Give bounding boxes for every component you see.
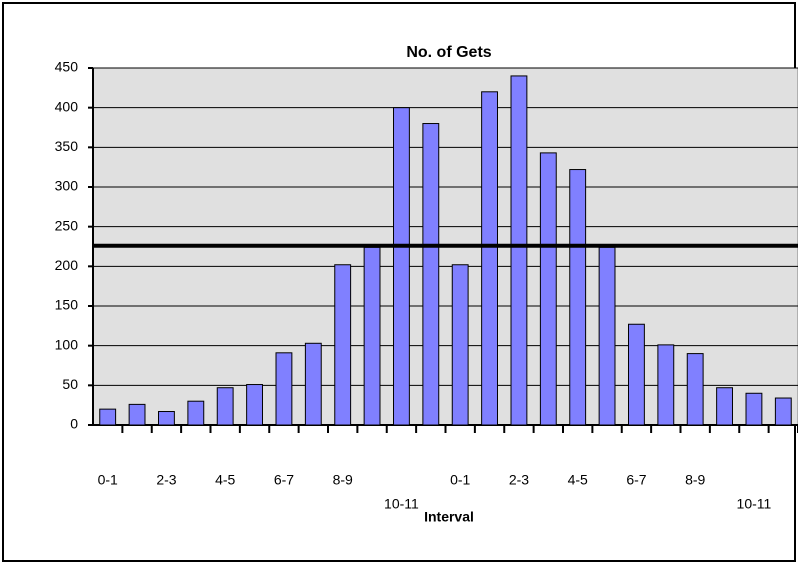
y-tick-label: 100 [55, 336, 79, 352]
bar [481, 91, 498, 426]
x-tick-label: 2-3 [156, 472, 176, 488]
x-axis-title: Interval [424, 509, 474, 525]
bar [598, 246, 616, 426]
y-tick-label: 400 [55, 98, 79, 114]
y-tick-label: 150 [55, 297, 79, 313]
x-tick-label: 8-9 [685, 472, 705, 488]
y-tick-label: 50 [62, 376, 78, 392]
y-tick-label: 250 [55, 217, 79, 233]
x-tick-label: 0-1 [98, 472, 118, 488]
x-tick-label: 0-1 [450, 472, 470, 488]
bar [628, 323, 645, 426]
bar [539, 152, 557, 426]
x-tick-label: 4-5 [215, 472, 235, 488]
x-tick-label: 6-7 [274, 472, 294, 488]
bar [716, 387, 733, 426]
bar [686, 353, 704, 426]
bar [569, 169, 587, 426]
bar [158, 411, 175, 426]
bar [510, 75, 528, 426]
bar [304, 342, 322, 426]
bar [99, 408, 117, 426]
y-tick-label: 0 [70, 416, 78, 432]
bar [246, 384, 263, 426]
x-tick-label: 4-5 [568, 472, 588, 488]
bar [216, 387, 234, 426]
y-tick-label: 450 [55, 59, 79, 75]
x-tick-label: 6-7 [626, 472, 646, 488]
bar [745, 392, 763, 426]
bar [187, 400, 205, 426]
x-tick-label: 10-11 [384, 496, 419, 512]
chart-title: No. of Gets [406, 44, 491, 61]
x-tick-label: 2-3 [509, 472, 529, 488]
y-tick-label: 300 [55, 178, 79, 194]
bar [393, 107, 410, 426]
bar [334, 264, 352, 426]
y-tick-label: 350 [55, 138, 79, 154]
y-tick-label: 200 [55, 257, 79, 273]
bar [422, 123, 440, 426]
bar [128, 403, 146, 426]
bar [363, 246, 381, 426]
x-tick-label: 10-11 [737, 496, 772, 512]
bar [275, 352, 293, 426]
bar [657, 344, 675, 426]
bar [451, 264, 469, 426]
x-tick-label: 8-9 [333, 472, 353, 488]
bar [774, 397, 792, 426]
